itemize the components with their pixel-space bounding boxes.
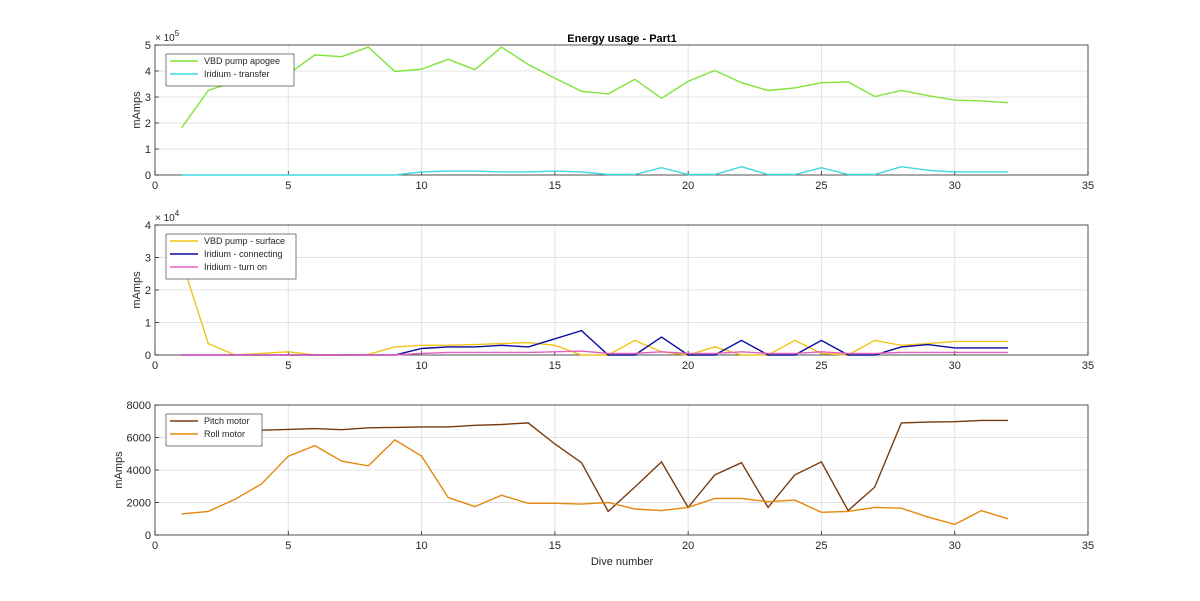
x-tick-label: 25	[815, 180, 827, 192]
x-tick-label: 10	[415, 360, 427, 372]
x-tick-label: 35	[1082, 360, 1094, 372]
y-tick-label: 8000	[127, 400, 151, 412]
y-axis-label: mAmps	[131, 271, 143, 309]
legend-label: Iridium - turn on	[204, 262, 267, 272]
legend-label: Roll motor	[204, 429, 245, 439]
y-tick-label: 2	[145, 118, 151, 130]
series-line-2	[181, 439, 1009, 526]
series-line-3	[181, 350, 1008, 356]
x-tick-label: 0	[152, 360, 158, 372]
y-tick-label: 6000	[127, 433, 151, 445]
x-tick-label: 20	[682, 180, 694, 192]
x-tick-label: 20	[682, 540, 694, 552]
y-axis-label: mAmps	[131, 91, 143, 129]
x-tick-label: 30	[949, 180, 961, 192]
axis-exponent: × 105	[155, 29, 180, 44]
legend-label: Iridium - connecting	[204, 249, 283, 259]
x-tick-label: 15	[549, 180, 561, 192]
legend-label: Iridium - transfer	[204, 69, 270, 79]
subplot-1: 0 5 10 15 20 25 30 35 0 1 2 3 4 5 × 105 mAmps VBD pump a…	[131, 29, 1094, 192]
x-axis-label: Dive number	[591, 556, 654, 568]
y-tick-label: 1	[145, 144, 151, 156]
x-tick-label: 35	[1082, 180, 1094, 192]
legend: VBD pump - surface Iridium - connecting Ir…	[165, 233, 297, 280]
y-tick-label: 0	[145, 350, 151, 362]
series-line-1	[181, 46, 1009, 129]
y-tick-label: 0	[145, 530, 151, 542]
x-tick-label: 30	[949, 540, 961, 552]
y-tick-label: 3	[145, 92, 151, 104]
x-tick-label: 5	[285, 180, 291, 192]
axis-exponent: × 104	[155, 209, 180, 224]
x-tick-label: 5	[285, 360, 291, 372]
y-tick-label: 0	[145, 170, 151, 182]
series-line-1	[181, 419, 1008, 513]
legend: Pitch motor Roll motor	[165, 413, 263, 447]
y-tick-label: 5	[145, 40, 151, 52]
legend-box	[165, 413, 263, 447]
y-tick-label: 4	[145, 66, 151, 78]
y-tick-label: 2	[145, 285, 151, 297]
series-line-2	[181, 165, 1008, 176]
x-tick-label: 35	[1082, 540, 1094, 552]
subplot-2: 0 5 10 15 20 25 30 35 0 1 2 3 4 × 104 mAmps VBD pump - …	[131, 209, 1094, 372]
y-tick-label: 4	[145, 220, 151, 232]
legend-label: VBD pump apogee	[204, 56, 280, 66]
x-tick-label: 10	[415, 180, 427, 192]
legend-label: Pitch motor	[204, 416, 250, 426]
x-tick-label: 15	[549, 360, 561, 372]
x-tick-label: 5	[285, 540, 291, 552]
x-tick-label: 20	[682, 360, 694, 372]
y-tick-label: 1	[145, 318, 151, 330]
x-tick-label: 0	[152, 540, 158, 552]
y-axis-label: mAmps	[113, 451, 125, 489]
legend-box	[165, 53, 295, 87]
x-tick-label: 25	[815, 540, 827, 552]
x-tick-label: 10	[415, 540, 427, 552]
y-tick-label: 3	[145, 253, 151, 265]
x-tick-label: 30	[949, 360, 961, 372]
x-tick-label: 25	[815, 360, 827, 372]
figure-title: Energy usage - Part1	[567, 33, 676, 45]
x-tick-label: 0	[152, 180, 158, 192]
legend: VBD pump apogee Iridium - transfer	[165, 53, 295, 87]
subplot-3: 0 5 10 15 20 25 30 35 0 2000 4000 6000 8000 mAmps Pitc…	[113, 400, 1094, 552]
x-tick-label: 15	[549, 540, 561, 552]
y-tick-label: 4000	[127, 465, 151, 477]
legend-label: VBD pump - surface	[204, 236, 285, 246]
y-tick-label: 2000	[127, 498, 151, 510]
